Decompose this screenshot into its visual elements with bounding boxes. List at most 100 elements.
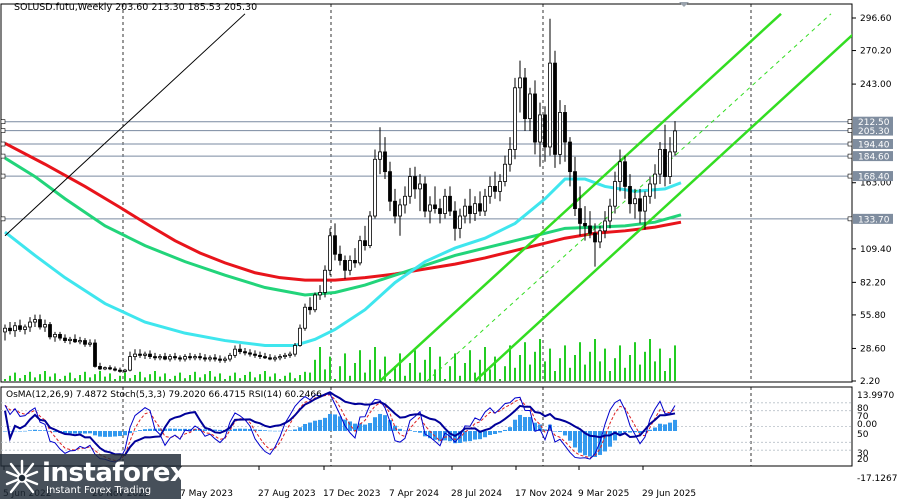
osma-bar bbox=[493, 431, 497, 435]
volume-bar bbox=[379, 369, 381, 381]
candle bbox=[403, 186, 407, 214]
osma-bar bbox=[93, 431, 97, 436]
candle bbox=[238, 344, 242, 355]
volume-bar bbox=[89, 377, 91, 381]
volume-bar bbox=[669, 358, 671, 381]
osma-bar bbox=[368, 423, 372, 431]
volume-bar bbox=[224, 379, 226, 381]
volume-bar bbox=[394, 366, 396, 381]
osma-bar bbox=[483, 431, 487, 438]
price-level-handle[interactable] bbox=[0, 216, 6, 222]
y-tick-label: 270.20 bbox=[860, 47, 892, 57]
osma-bar bbox=[173, 428, 177, 431]
osma-bar bbox=[168, 428, 172, 431]
candle bbox=[203, 354, 207, 362]
candle bbox=[128, 351, 132, 372]
candle bbox=[253, 350, 257, 358]
osma-bar bbox=[468, 431, 472, 442]
price-level-handle[interactable] bbox=[0, 153, 6, 159]
candle bbox=[318, 285, 322, 300]
price-level-handle[interactable] bbox=[847, 119, 853, 124]
price-level-label: 133.70 bbox=[858, 215, 890, 225]
volume-bar bbox=[529, 364, 531, 381]
osma-bar bbox=[428, 431, 432, 439]
volume-bar bbox=[169, 379, 171, 381]
channel-line[interactable] bbox=[474, 26, 862, 382]
osma-bar bbox=[593, 431, 597, 457]
osma-bar bbox=[513, 419, 517, 431]
osma-bar bbox=[263, 430, 267, 431]
volume-bar bbox=[404, 375, 406, 381]
volume-bar bbox=[144, 377, 146, 381]
osma-bar bbox=[543, 429, 547, 431]
osma-bar bbox=[103, 431, 107, 437]
candle bbox=[108, 365, 112, 371]
osma-bar bbox=[538, 424, 542, 431]
price-level-handle[interactable] bbox=[847, 128, 853, 133]
candle bbox=[53, 331, 57, 342]
osma-bar bbox=[528, 416, 532, 431]
y-tick-label: 82.20 bbox=[860, 278, 886, 288]
y-tick-label: 28.60 bbox=[860, 344, 886, 354]
osma-bar bbox=[398, 428, 402, 431]
osma-bar bbox=[523, 417, 527, 431]
osma-bar bbox=[68, 431, 72, 434]
volume-bar bbox=[624, 367, 626, 381]
price-level-handle[interactable] bbox=[847, 153, 853, 159]
osma-bar bbox=[88, 431, 92, 434]
volume-bar bbox=[494, 356, 496, 381]
osma-bar bbox=[603, 431, 607, 452]
price-level-handle[interactable] bbox=[0, 119, 6, 124]
volume-bar bbox=[564, 345, 566, 381]
osma-bar bbox=[63, 431, 67, 434]
osma-bar bbox=[443, 431, 447, 441]
indicator-y-tick-label: 13.9970 bbox=[857, 391, 894, 401]
candle bbox=[608, 198, 612, 229]
osma-bar bbox=[623, 431, 627, 433]
volume-bar bbox=[259, 374, 261, 381]
candle bbox=[163, 352, 167, 361]
osma-bar bbox=[638, 431, 642, 434]
candle bbox=[513, 77, 517, 160]
y-tick-label: 243.00 bbox=[860, 80, 892, 90]
candle bbox=[633, 188, 637, 219]
price-level-handle[interactable] bbox=[847, 216, 853, 222]
osma-bar bbox=[403, 430, 407, 432]
osma-bar bbox=[53, 431, 57, 433]
osma-bar bbox=[473, 431, 477, 440]
volume-bar bbox=[84, 371, 86, 381]
candle bbox=[638, 188, 642, 224]
candle bbox=[483, 188, 487, 217]
chart-shift-marker[interactable] bbox=[679, 2, 689, 7]
candle bbox=[123, 368, 127, 373]
volume-bar bbox=[119, 375, 121, 381]
price-level-handle[interactable] bbox=[0, 141, 6, 147]
osma-bar bbox=[673, 419, 677, 431]
osma-bar bbox=[283, 430, 287, 432]
y-tick-label: 55.80 bbox=[860, 311, 886, 321]
candle bbox=[93, 339, 97, 368]
candle bbox=[38, 314, 42, 330]
price-level-handle[interactable] bbox=[0, 128, 6, 133]
candle bbox=[303, 303, 307, 331]
osma-bar bbox=[133, 431, 137, 432]
volume-bar bbox=[514, 367, 516, 381]
price-level-handle[interactable] bbox=[0, 173, 6, 179]
volume-bar bbox=[489, 369, 491, 381]
volume-bar bbox=[9, 375, 11, 381]
volume-bar bbox=[149, 374, 151, 381]
candle bbox=[338, 245, 342, 266]
osma-bar bbox=[353, 423, 357, 431]
osma-bar bbox=[18, 431, 22, 432]
trend-line[interactable] bbox=[4, 13, 246, 237]
volume-bar bbox=[194, 371, 196, 381]
candle bbox=[598, 225, 602, 249]
volume-bar bbox=[184, 378, 186, 381]
volume-bar bbox=[114, 379, 116, 381]
price-level-handle[interactable] bbox=[847, 141, 853, 147]
osma-bar bbox=[628, 431, 632, 433]
volume-bar bbox=[14, 372, 16, 381]
volume-bar bbox=[554, 371, 556, 381]
price-level-handle[interactable] bbox=[847, 173, 853, 179]
